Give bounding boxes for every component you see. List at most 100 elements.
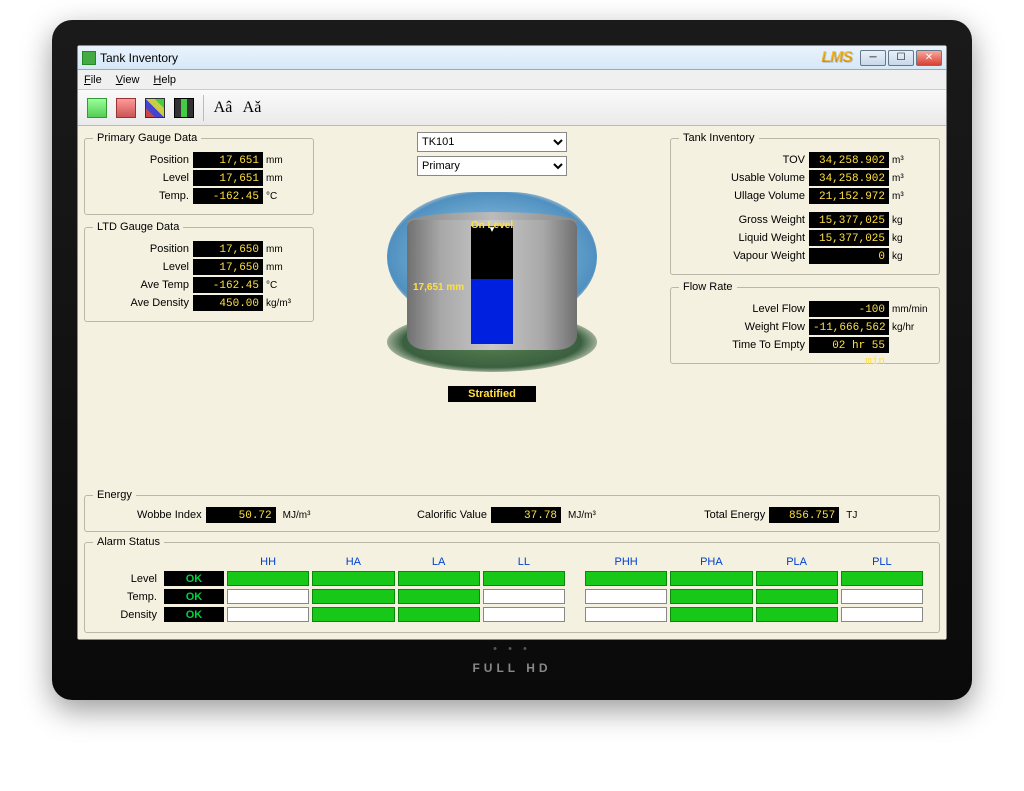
alarm-grid: HHHALALLPHHPHAPLAPLLLevelOKTemp.OKDensit… xyxy=(93,554,931,624)
alarm-cell xyxy=(841,607,923,622)
lcd-value: 17,650 xyxy=(193,259,263,275)
unit: mm xyxy=(263,262,305,273)
data-row: Ullage Volume 21,152.972 m³ xyxy=(679,188,931,204)
unit: kg/hr xyxy=(889,322,931,333)
close-button[interactable]: ✕ xyxy=(916,50,942,66)
label: Time To Empty xyxy=(679,339,809,351)
label: Ullage Volume xyxy=(679,190,809,202)
unit: kg xyxy=(889,233,931,244)
toolbar: Aâ Aǎ xyxy=(78,90,946,126)
lcd-value: 50.72 xyxy=(206,507,276,523)
unit: m³ xyxy=(889,173,931,184)
lcd-value: -162.45 xyxy=(193,277,263,293)
unit: mm/min xyxy=(889,304,931,315)
alarm-cell xyxy=(585,607,667,622)
bars-green-icon xyxy=(87,98,107,118)
data-row: Level Flow -100 mm/min xyxy=(679,301,931,317)
toolbar-button-3[interactable] xyxy=(142,95,168,121)
monitor-label: FULL HD xyxy=(472,661,551,675)
unit: kg xyxy=(889,251,931,262)
alarm-header: HH xyxy=(227,556,309,568)
lcd-value: 0 xyxy=(809,248,889,264)
toolbar-button-1[interactable] xyxy=(84,95,110,121)
tank-graphic: On Level 17,651 mm ▾ xyxy=(377,182,607,382)
menu-view[interactable]: View xyxy=(116,74,140,86)
unit: mm xyxy=(263,244,305,255)
label: Ave Density xyxy=(93,297,193,309)
alarm-header: HA xyxy=(312,556,394,568)
data-row: Ave Density 450.00 kg/m³ xyxy=(93,295,305,311)
lcd-value: 17,651 xyxy=(193,152,263,168)
lcd-value: 450.00 xyxy=(193,295,263,311)
stratified-badge: Stratified xyxy=(448,386,536,402)
palette-icon xyxy=(145,98,165,118)
unit: mm xyxy=(263,173,305,184)
alarm-header: PLL xyxy=(841,556,923,568)
alarm-cell xyxy=(312,571,394,586)
monitor-frame: Tank Inventory LMS ─ ☐ ✕ File View Help … xyxy=(52,20,972,700)
primary-gauge-panel: Primary Gauge Data Position 17,651 mm Le… xyxy=(84,132,314,215)
minimize-button[interactable]: ─ xyxy=(860,50,886,66)
label: Position xyxy=(93,154,193,166)
menu-help[interactable]: Help xyxy=(153,74,176,86)
menu-file[interactable]: File xyxy=(84,74,102,86)
unit: °C xyxy=(263,191,305,202)
font-up-icon: Aâ xyxy=(213,98,233,118)
alarm-cell xyxy=(585,589,667,604)
gauge-mode-select[interactable]: Primary xyxy=(417,156,567,176)
tank-gauge-slot: ▾ xyxy=(471,226,513,344)
on-level-label: On Level xyxy=(471,220,513,231)
alarm-cell xyxy=(312,607,394,622)
unit: mm xyxy=(263,155,305,166)
label: Gross Weight xyxy=(679,214,809,226)
label: Liquid Weight xyxy=(679,232,809,244)
unit: MJ/m³ xyxy=(280,510,322,521)
font-increase-button[interactable]: Aâ xyxy=(210,95,236,121)
font-down-icon: Aǎ xyxy=(242,98,262,118)
alarm-cell xyxy=(756,571,838,586)
unit: kg/m³ xyxy=(263,298,305,309)
lcd-value: 02 hr 55 min xyxy=(809,337,889,353)
font-decrease-button[interactable]: Aǎ xyxy=(239,95,265,121)
flow-rate-panel: Flow Rate Level Flow -100 mm/min Weight … xyxy=(670,281,940,364)
lcd-value: 17,650 xyxy=(193,241,263,257)
alarm-ok-cell: OK xyxy=(164,571,224,586)
alarm-cell xyxy=(398,589,480,604)
data-row: Position 17,650 mm xyxy=(93,241,305,257)
data-row: Weight Flow -11,666,562 kg/hr xyxy=(679,319,931,335)
toolbar-button-2[interactable] xyxy=(113,95,139,121)
app-window: Tank Inventory LMS ─ ☐ ✕ File View Help … xyxy=(77,45,947,640)
alarm-cell xyxy=(483,571,565,586)
unit: m³ xyxy=(889,155,931,166)
brand-logo: LMS xyxy=(821,49,852,67)
data-row: Level 17,650 mm xyxy=(93,259,305,275)
window-title: Tank Inventory xyxy=(100,51,821,65)
data-row: Ave Temp -162.45 °C xyxy=(93,277,305,293)
unit: kg xyxy=(889,215,931,226)
data-row: Total Energy 856.757 TJ xyxy=(658,507,931,523)
alarm-cell xyxy=(227,571,309,586)
app-icon xyxy=(82,51,96,65)
lcd-value: 15,377,025 xyxy=(809,230,889,246)
data-row: Vapour Weight 0 kg xyxy=(679,248,931,264)
content-area: Primary Gauge Data Position 17,651 mm Le… xyxy=(78,126,946,639)
unit: TJ xyxy=(843,510,885,521)
label: Ave Temp xyxy=(93,279,193,291)
unit: MJ/m³ xyxy=(565,510,607,521)
alarm-header: PHH xyxy=(585,556,667,568)
toolbar-button-4[interactable] xyxy=(171,95,197,121)
alarm-cell xyxy=(670,571,752,586)
flow-rate-legend: Flow Rate xyxy=(679,281,737,293)
bars-red-icon xyxy=(116,98,136,118)
maximize-button[interactable]: ☐ xyxy=(888,50,914,66)
data-row: Time To Empty 02 hr 55 min xyxy=(679,337,931,353)
data-row: Liquid Weight 15,377,025 kg xyxy=(679,230,931,246)
lcd-value: -11,666,562 xyxy=(809,319,889,335)
alarm-cell xyxy=(670,589,752,604)
tank-select[interactable]: TK101 xyxy=(417,132,567,152)
menubar: File View Help xyxy=(78,70,946,90)
lcd-value: 34,258.902 xyxy=(809,170,889,186)
alarm-panel: Alarm Status HHHALALLPHHPHAPLAPLLLevelOK… xyxy=(84,536,940,633)
alarm-header: LA xyxy=(398,556,480,568)
data-row: Calorific Value 37.78 MJ/m³ xyxy=(376,507,649,523)
